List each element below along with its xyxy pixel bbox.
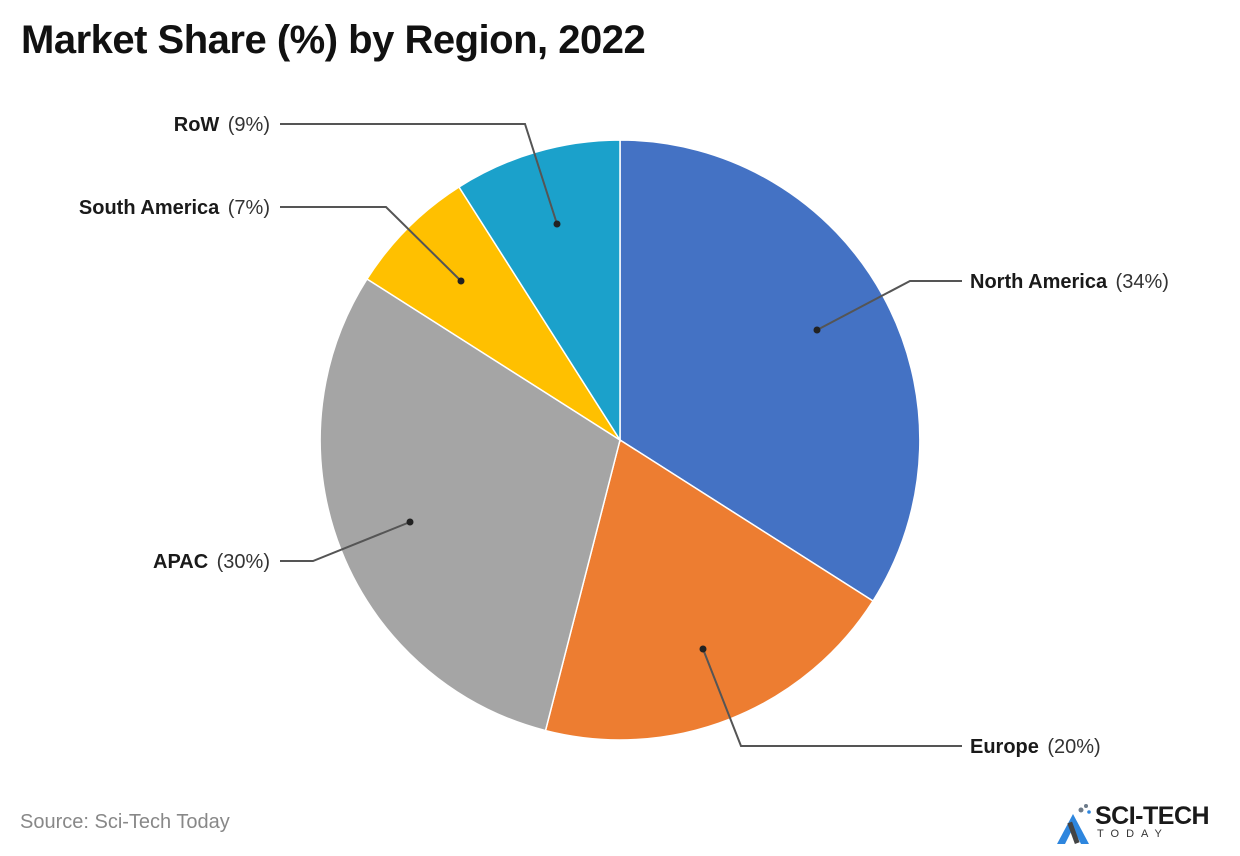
leader-line-europe bbox=[702, 648, 962, 747]
leader-dot-row bbox=[553, 220, 561, 228]
chart-title: Market Share (%) by Region, 2022 bbox=[21, 18, 646, 62]
leader-dot-north-america bbox=[813, 326, 821, 334]
leader-line-south-america bbox=[280, 206, 462, 282]
slice-row[interactable] bbox=[457, 139, 621, 443]
leader-line-north-america bbox=[816, 280, 962, 331]
label-south-america: South America (7%) bbox=[79, 197, 270, 219]
source-note: Source: Sci-Tech Today bbox=[20, 811, 230, 833]
leader-dot-apac bbox=[406, 518, 414, 526]
label-row: RoW (9%) bbox=[174, 114, 270, 136]
sci-tech-today-logo: SCI-TECH TODAY bbox=[1055, 800, 1235, 846]
leader-dots bbox=[406, 220, 821, 653]
logo-mark-icon bbox=[1057, 804, 1091, 845]
label-apac: APAC (30%) bbox=[153, 551, 270, 573]
logo-subtitle: TODAY bbox=[1097, 828, 1169, 840]
label-north-america: North America (34%) bbox=[970, 271, 1169, 293]
leader-dot-europe bbox=[699, 645, 707, 653]
leader-lines bbox=[280, 123, 962, 747]
pie-slices bbox=[319, 139, 921, 741]
leader-dot-south-america bbox=[457, 277, 465, 285]
label-europe: Europe (20%) bbox=[970, 736, 1101, 758]
logo-wordmark: SCI-TECH bbox=[1095, 802, 1210, 830]
leader-line-apac bbox=[280, 521, 411, 562]
leader-line-row bbox=[280, 123, 558, 225]
